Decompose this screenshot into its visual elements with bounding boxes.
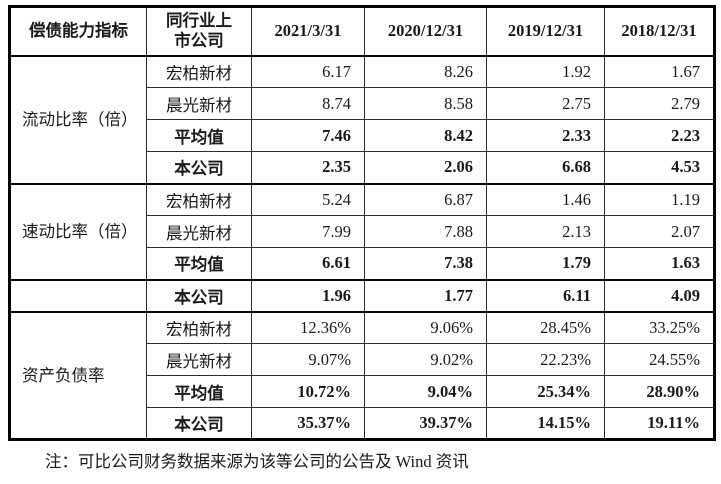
company-cell: 平均值 (146, 247, 252, 280)
table-footnote: 注：可比公司财务数据来源为该等公司的公告及 Wind 资讯 (45, 452, 469, 471)
value-cell: 1.46 (486, 182, 605, 216)
value-cell: 9.02% (364, 343, 487, 376)
indicator-cell (9, 278, 147, 312)
value-cell: 39.37% (364, 407, 487, 440)
company-cell: 本公司 (146, 151, 252, 184)
document-page: 偿债能力指标 同行业上市公司 2021/3/31 2020/12/31 2019… (8, 5, 716, 471)
table-row: 平均值 6.61 7.38 1.79 1.63 (10, 247, 715, 280)
company-cell: 晨光新材 (146, 87, 252, 120)
company-cell: 晨光新材 (146, 343, 252, 376)
value-cell: 2.07 (604, 215, 715, 248)
value-cell: 7.88 (364, 215, 487, 248)
table-body: 流动比率（倍） 宏柏新材 6.17 8.26 1.92 1.67 晨光新材 8.74 8.58 2… (9, 55, 715, 440)
table-row: 本公司 2.35 2.06 6.68 4.53 (10, 151, 715, 184)
value-cell: 6.68 (486, 151, 605, 184)
value-cell: 2.13 (486, 215, 605, 248)
value-cell: 7.38 (364, 247, 487, 280)
header-period-2020-12-31: 2020/12/31 (364, 6, 487, 57)
value-cell: 12.36% (251, 310, 365, 344)
header-peer-company-label: 同行业上市公司 (166, 10, 232, 51)
value-cell: 22.23% (486, 343, 605, 376)
header-period-2018-12-31: 2018/12/31 (604, 6, 715, 57)
value-cell: 6.61 (251, 247, 365, 280)
header-peer-company: 同行业上市公司 (146, 6, 252, 57)
company-cell: 晨光新材 (146, 215, 252, 248)
header-indicator: 偿债能力指标 (9, 6, 147, 57)
value-cell: 25.34% (486, 375, 605, 408)
value-cell: 19.11% (604, 407, 715, 440)
value-cell: 8.26 (364, 55, 487, 88)
value-cell: 7.99 (251, 215, 365, 248)
table-row: 平均值 7.46 8.42 2.33 2.23 (10, 119, 715, 152)
indicator-cell: 流动比率（倍） (9, 55, 147, 184)
value-cell: 35.37% (251, 407, 365, 440)
value-cell: 2.79 (604, 87, 715, 120)
value-cell: 24.55% (604, 343, 715, 376)
value-cell: 4.09 (604, 278, 715, 312)
value-cell: 8.42 (364, 119, 487, 152)
header-period-2019-12-31: 2019/12/31 (486, 6, 605, 57)
value-cell: 1.19 (604, 182, 715, 216)
solvency-indicators-table: 偿债能力指标 同行业上市公司 2021/3/31 2020/12/31 2019… (8, 5, 716, 441)
value-cell: 1.63 (604, 247, 715, 280)
value-cell: 6.87 (364, 182, 487, 216)
value-cell: 2.35 (251, 151, 365, 184)
indicator-cell: 资产负债率 (9, 310, 147, 440)
value-cell: 6.11 (486, 278, 605, 312)
table-row: 流动比率（倍） 宏柏新材 6.17 8.26 1.92 1.67 (9, 55, 715, 184)
indicator-cell: 速动比率（倍） (9, 182, 147, 280)
value-cell: 1.96 (251, 278, 365, 312)
company-cell: 平均值 (146, 119, 252, 152)
value-cell: 4.53 (604, 151, 715, 184)
value-cell: 1.92 (486, 55, 605, 88)
value-cell: 10.72% (251, 375, 365, 408)
table-row: 本公司 35.37% 39.37% 14.15% 19.11% (10, 407, 715, 440)
value-cell: 9.07% (251, 343, 365, 376)
value-cell: 28.90% (604, 375, 715, 408)
company-cell: 宏柏新材 (146, 55, 252, 88)
value-cell: 1.79 (486, 247, 605, 280)
value-cell: 2.06 (364, 151, 487, 184)
table-row: 晨光新材 8.74 8.58 2.75 2.79 (10, 87, 715, 120)
value-cell: 8.74 (251, 87, 365, 120)
value-cell: 9.06% (364, 310, 487, 344)
value-cell: 14.15% (486, 407, 605, 440)
value-cell: 6.17 (251, 55, 365, 88)
value-cell: 2.23 (604, 119, 715, 152)
header-period-2021-03-31: 2021/3/31 (251, 6, 365, 57)
table-row: 晨光新材 9.07% 9.02% 22.23% 24.55% (10, 343, 715, 376)
value-cell: 9.04% (364, 375, 487, 408)
value-cell: 5.24 (251, 182, 365, 216)
company-cell: 平均值 (146, 375, 252, 408)
table-header-row: 偿债能力指标 同行业上市公司 2021/3/31 2020/12/31 2019… (9, 6, 715, 57)
value-cell: 2.75 (486, 87, 605, 120)
value-cell: 7.46 (251, 119, 365, 152)
table-row: 资产负债率 宏柏新材 12.36% 9.06% 28.45% 33.25% (9, 310, 715, 440)
company-cell: 本公司 (146, 407, 252, 440)
value-cell: 8.58 (364, 87, 487, 120)
company-cell: 宏柏新材 (146, 182, 252, 216)
table-row: 晨光新材 7.99 7.88 2.13 2.07 (10, 215, 715, 248)
value-cell: 33.25% (604, 310, 715, 344)
company-cell: 本公司 (146, 278, 252, 312)
value-cell: 1.77 (364, 278, 487, 312)
company-cell: 宏柏新材 (146, 310, 252, 344)
value-cell: 28.45% (486, 310, 605, 344)
table-row: 本公司 1.96 1.77 6.11 4.09 (9, 278, 715, 312)
value-cell: 2.33 (486, 119, 605, 152)
value-cell: 1.67 (604, 55, 715, 88)
table-row: 速动比率（倍） 宏柏新材 5.24 6.87 1.46 1.19 (9, 182, 715, 280)
